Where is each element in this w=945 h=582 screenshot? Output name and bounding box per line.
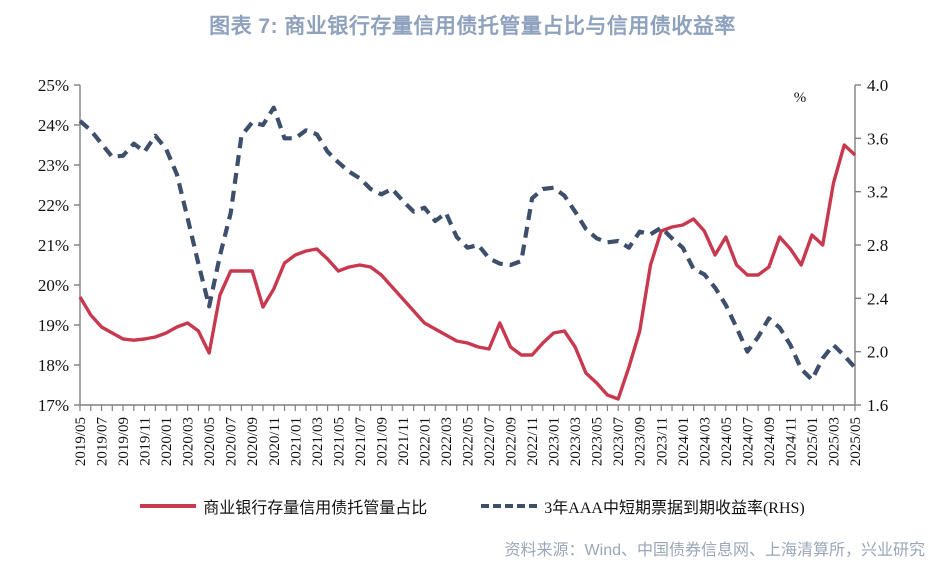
x-axis-tick-label: 2020/01 [159, 417, 175, 466]
left-axis-tick-label: 19% [38, 316, 69, 335]
legend-swatch-dashed-icon [481, 504, 538, 508]
x-axis-tick-label: 2023/11 [654, 417, 670, 466]
x-axis-tick-label: 2024/05 [719, 417, 735, 466]
x-axis-tick-label: 2020/03 [181, 417, 197, 466]
left-axis-tick-label: 17% [38, 396, 69, 415]
x-axis-tick-label: 2019/07 [95, 417, 111, 467]
x-axis-tick-label: 2024/11 [783, 417, 799, 466]
legend-label-aaa-yield: 3年AAA中短期票据到期收益率(RHS) [544, 500, 805, 517]
x-axis-tick-label: 2022/05 [461, 417, 477, 466]
x-axis-tick-label: 2020/05 [202, 417, 218, 466]
left-axis-tick-label: 18% [38, 356, 69, 375]
legend-item-aaa-yield: 3年AAA中短期票据到期收益率(RHS) [481, 494, 805, 518]
x-axis-tick-label: 2021/07 [353, 417, 369, 467]
left-axis-tick-label: 22% [38, 196, 69, 215]
x-axis-tick-label: 2019/09 [116, 417, 132, 466]
x-axis-tick-label: 2021/03 [310, 417, 326, 466]
x-axis-tick-label: 2020/09 [245, 417, 261, 466]
right-axis-tick-label: 4.0 [867, 76, 888, 95]
left-axis-tick-label: 20% [38, 276, 69, 295]
x-axis-tick-label: 2025/05 [848, 417, 864, 466]
left-axis-tick-label: 23% [38, 156, 69, 175]
x-axis-tick-label: 2021/05 [331, 417, 347, 466]
x-axis-tick-label: 2024/07 [740, 417, 756, 467]
x-axis-tick-label: 2020/11 [267, 417, 283, 466]
page-title: 图表 7: 商业银行存量信用债托管量占比与信用债收益率 [209, 15, 736, 38]
series-line-bank-share [78, 143, 857, 401]
legend-item-bank-share: 商业银行存量信用债托管量占比 [140, 494, 427, 518]
x-axis-tick-label: 2020/07 [224, 417, 240, 467]
x-axis-tick-label: 2022/09 [504, 417, 520, 466]
x-axis-tick-label: 2024/01 [676, 417, 692, 466]
x-axis-tick-label: 2022/01 [417, 417, 433, 466]
right-axis-tick-label: 2.0 [867, 343, 888, 362]
right-axis-tick-label: 1.6 [867, 396, 888, 415]
x-axis-tick-label: 2023/03 [568, 417, 584, 466]
x-axis-tick-label: 2023/07 [611, 417, 627, 467]
left-axis-tick-label: 24% [38, 116, 69, 135]
right-axis-unit-label: % [794, 90, 807, 106]
x-axis-tick-label: 2025/03 [826, 417, 842, 466]
left-axis-tick-label: 25% [38, 76, 69, 95]
right-axis-tick-label: 2.4 [867, 289, 889, 308]
x-axis-tick-label: 2022/03 [439, 417, 455, 466]
x-axis-tick-label: 2024/03 [697, 417, 713, 466]
x-axis-tick-label: 2019/05 [73, 417, 89, 466]
x-axis-tick-label: 2023/09 [633, 417, 649, 466]
legend-label-bank-share: 商业银行存量信用债托管量占比 [203, 500, 428, 517]
series-line-aaa-yield [78, 105, 857, 382]
x-axis-tick-label: 2021/09 [374, 417, 390, 466]
right-axis-tick-label: 3.2 [867, 183, 888, 202]
chart-legend: 商业银行存量信用债托管量占比 3年AAA中短期票据到期收益率(RHS) [0, 492, 945, 520]
x-axis-tick-label: 2019/11 [138, 417, 154, 466]
source-note: 资料来源：Wind、中国债券信息网、上海清算所，兴业研究 [504, 542, 925, 559]
left-axis-tick-label: 21% [38, 236, 69, 255]
x-axis-tick-label: 2024/09 [762, 417, 778, 466]
x-axis-tick-label: 2025/01 [805, 417, 821, 466]
x-axis-tick-label: 2022/07 [482, 417, 498, 467]
x-axis-tick-label: 2023/05 [590, 417, 606, 466]
x-axis-tick-label: 2022/11 [525, 417, 541, 466]
x-axis-tick-label: 2023/01 [547, 417, 563, 466]
axes-group: 17% 18% 19% 20% 21% 22% 23% 24% 25% 1.6 2.0 2.4 2.8 3… [38, 76, 889, 466]
x-axis-tick-label: 2021/01 [288, 417, 304, 466]
right-axis-tick-label: 2.8 [867, 236, 888, 255]
legend-swatch-solid-icon [140, 504, 197, 508]
x-axis-tick-label: 2021/11 [396, 417, 412, 466]
right-axis-tick-label: 3.6 [867, 129, 888, 148]
series-group [78, 105, 857, 401]
